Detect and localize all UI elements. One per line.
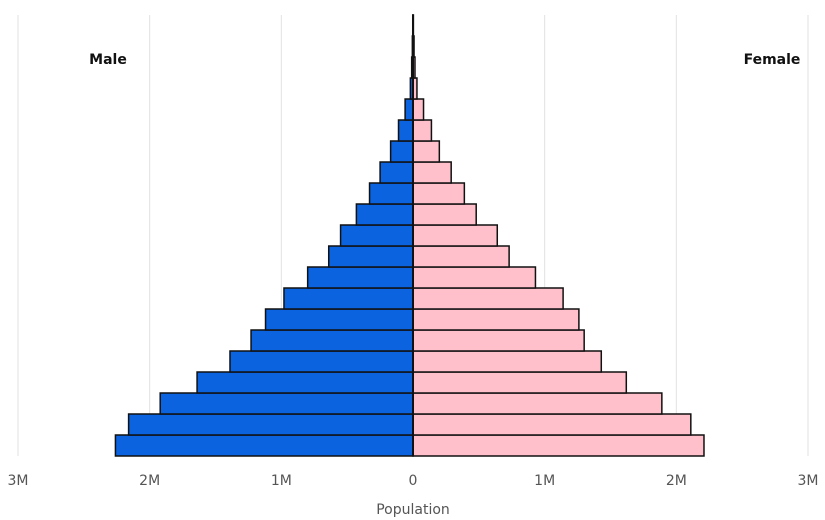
x-tick-label: 3M xyxy=(8,473,29,489)
bar xyxy=(412,224,499,247)
legend-label: Male xyxy=(89,52,127,68)
bar xyxy=(389,140,414,163)
bar xyxy=(283,287,414,310)
x-tick-label: 0 xyxy=(409,473,418,489)
bar xyxy=(379,161,414,184)
bar xyxy=(412,245,510,268)
x-tick-label: 1M xyxy=(271,473,292,489)
bar xyxy=(159,392,414,415)
bar xyxy=(412,350,603,373)
x-tick-label: 1M xyxy=(534,473,555,489)
bar xyxy=(355,203,414,226)
bar xyxy=(114,434,414,457)
bar xyxy=(368,182,414,205)
bar xyxy=(250,329,414,352)
x-axis-label: Population xyxy=(376,502,450,518)
bar xyxy=(412,203,477,226)
x-tick-label: 2M xyxy=(139,473,160,489)
bar xyxy=(306,266,414,289)
bar xyxy=(412,119,433,142)
bar xyxy=(412,161,452,184)
bar xyxy=(412,266,537,289)
x-tick-label: 2M xyxy=(666,473,687,489)
legend-label: Female xyxy=(744,52,801,68)
bar xyxy=(339,224,414,247)
bar xyxy=(404,98,414,121)
bar xyxy=(229,350,414,373)
bar xyxy=(264,308,414,331)
bar xyxy=(412,182,466,205)
bar xyxy=(412,413,692,436)
bar xyxy=(412,287,564,310)
bar xyxy=(412,140,441,163)
bar xyxy=(412,329,585,352)
bar xyxy=(127,413,414,436)
bar xyxy=(397,119,414,142)
bar xyxy=(412,308,580,331)
bar xyxy=(412,434,705,457)
bar xyxy=(412,392,663,415)
bar xyxy=(196,371,414,394)
bar xyxy=(412,371,628,394)
bar xyxy=(327,245,414,268)
x-tick-label: 3M xyxy=(798,473,819,489)
bar xyxy=(412,98,425,121)
